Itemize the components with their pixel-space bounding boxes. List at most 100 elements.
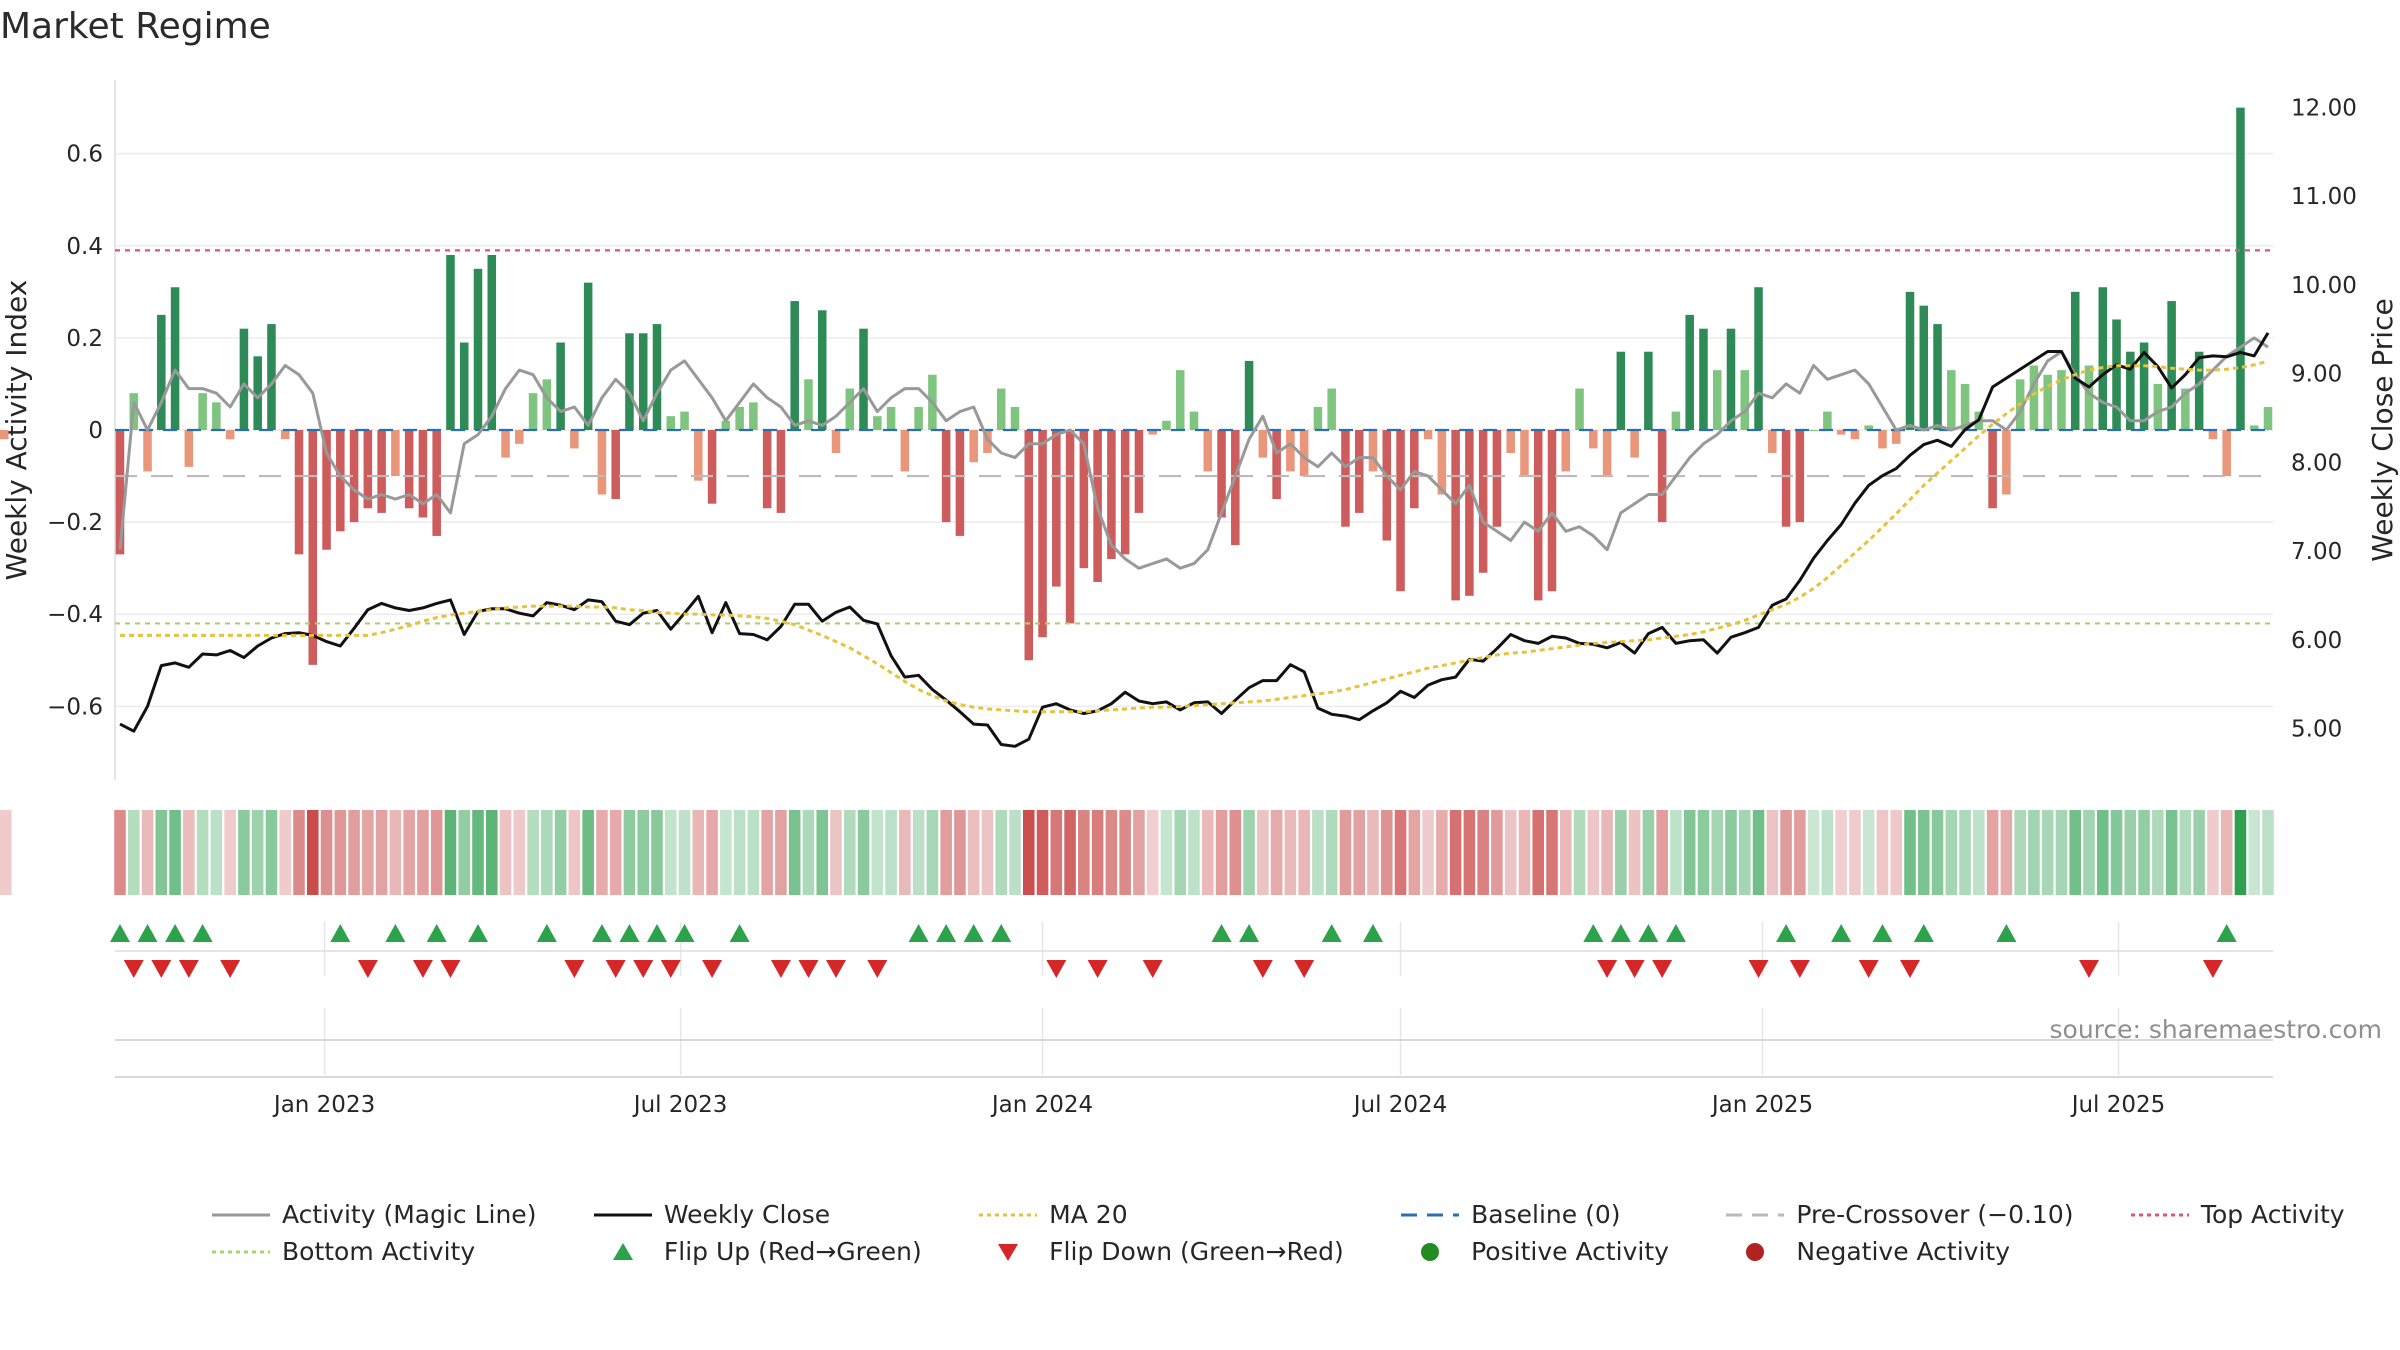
regime-strip-cell xyxy=(1353,810,1366,895)
activity-bar xyxy=(845,388,855,430)
regime-strip-cell xyxy=(733,810,746,895)
activity-bar xyxy=(157,314,166,430)
regime-strip-cell xyxy=(141,810,154,895)
regime-strip-cell xyxy=(1380,810,1393,895)
activity-bar xyxy=(2070,291,2080,430)
regime-strip-cell xyxy=(458,810,471,895)
flip-down-marker xyxy=(1046,960,1067,978)
activity-bar xyxy=(184,430,194,467)
activity-bar xyxy=(2263,406,2273,430)
flip-down-marker xyxy=(1087,960,1108,978)
flip-down-marker xyxy=(1900,960,1920,978)
flip-up-marker xyxy=(110,924,130,942)
regime-strip-cell xyxy=(2207,810,2219,895)
activity-bar xyxy=(542,379,552,430)
legend-item: Flip Up (Red→Green) xyxy=(592,1237,937,1266)
activity-bar xyxy=(2167,301,2176,430)
regime-strip-cell xyxy=(1752,810,1765,895)
activity-bar xyxy=(473,268,483,430)
left-tick-label: −0.2 xyxy=(47,510,103,536)
activity-bar xyxy=(1410,430,1419,509)
legend-item: Pre-Crossover (−0.10) xyxy=(1724,1200,2089,1229)
regime-strip-cell xyxy=(1050,810,1063,895)
flip-up-marker xyxy=(426,924,447,942)
flip-up-marker xyxy=(936,924,957,942)
flip-down-marker xyxy=(178,960,199,978)
activity-bar xyxy=(1134,430,1144,513)
activity-bar xyxy=(1630,430,1639,458)
x-tick-label: Jan 2025 xyxy=(1710,1092,1813,1118)
regime-strip-cell xyxy=(1449,810,1462,895)
legend-item: MA 20 xyxy=(977,1200,1359,1229)
activity-bar xyxy=(1382,430,1392,541)
activity-bar xyxy=(2057,370,2066,430)
legend-swatch xyxy=(1746,1242,1765,1261)
regime-strip-cell xyxy=(1973,810,1985,895)
flip-down-marker xyxy=(2079,960,2099,978)
activity-bar xyxy=(2098,287,2108,430)
regime-strip-cell xyxy=(2096,810,2109,895)
regime-strip-cell xyxy=(1078,810,1090,895)
flip-up-marker xyxy=(963,924,984,942)
activity-bar xyxy=(1341,430,1350,527)
regime-strip-cell xyxy=(788,810,801,895)
activity-bar xyxy=(1685,314,1694,430)
activity-bar xyxy=(638,333,648,430)
right-tick-label: 7.00 xyxy=(2291,539,2342,565)
regime-strip-cell xyxy=(2165,810,2178,895)
activity-bar xyxy=(2222,430,2231,477)
legend-label: Flip Down (Green→Red) xyxy=(1049,1237,1344,1266)
regime-strip-cell xyxy=(293,810,305,895)
activity-bar xyxy=(1520,430,1529,477)
x-tick-label: Jul 2023 xyxy=(632,1092,728,1118)
activity-bar xyxy=(487,255,497,430)
regime-strip-cell xyxy=(527,810,539,895)
activity-bar xyxy=(1602,430,1612,477)
regime-strip-cell xyxy=(2193,810,2205,895)
regime-strip-cell xyxy=(692,810,705,895)
regime-strip-cell xyxy=(1573,810,1586,895)
source-note: source: sharemaestro.com xyxy=(2049,1015,2383,1044)
flip-down-marker xyxy=(1624,960,1645,978)
regime-strip-cell xyxy=(362,810,374,895)
activity-bar xyxy=(776,430,786,513)
regime-strip-cell xyxy=(857,810,870,895)
regime-strip-cell xyxy=(1738,810,1751,895)
regime-strip-cell xyxy=(1215,810,1228,895)
activity-bar xyxy=(322,430,331,550)
activity-bar xyxy=(1396,430,1405,592)
flip-down-marker xyxy=(1142,960,1163,978)
flip-up-marker xyxy=(165,924,186,942)
flip-up-marker xyxy=(1363,924,1383,942)
legend-swatch xyxy=(593,1213,652,1216)
legend-swatch xyxy=(2130,1213,2189,1216)
regime-strip-cell xyxy=(2138,810,2150,895)
activity-bar xyxy=(597,430,607,495)
activity-bar xyxy=(886,406,896,430)
activity-bar xyxy=(1107,430,1116,559)
regime-strip-cell xyxy=(1559,810,1572,895)
activity-bar xyxy=(280,430,290,440)
activity-bar xyxy=(377,430,386,513)
regime-strip-cell xyxy=(1160,810,1173,895)
left-tick-label: 0 xyxy=(88,418,103,444)
regime-strip-cell xyxy=(1917,810,1930,895)
flip-down-marker xyxy=(605,960,626,978)
activity-bar xyxy=(1162,420,1171,430)
activity-bar xyxy=(198,393,207,430)
activity-bar xyxy=(212,402,221,430)
legend-label: MA 20 xyxy=(1049,1200,1128,1229)
flip-up-marker xyxy=(1913,924,1934,942)
regime-strip-cell xyxy=(1174,810,1187,895)
flip-up-marker xyxy=(729,924,750,942)
flip-up-marker xyxy=(385,924,406,942)
regime-strip-cell xyxy=(2055,810,2068,895)
regime-strip-cell xyxy=(472,810,484,895)
activity-bar xyxy=(1052,430,1061,587)
regime-strip-cell xyxy=(183,810,195,895)
activity-bar xyxy=(1781,430,1791,527)
legend-item: Weekly Close xyxy=(592,1200,937,1229)
regime-strip-cell xyxy=(499,810,512,895)
activity-bar xyxy=(1644,351,1653,430)
regime-strip-cell xyxy=(2248,810,2261,895)
